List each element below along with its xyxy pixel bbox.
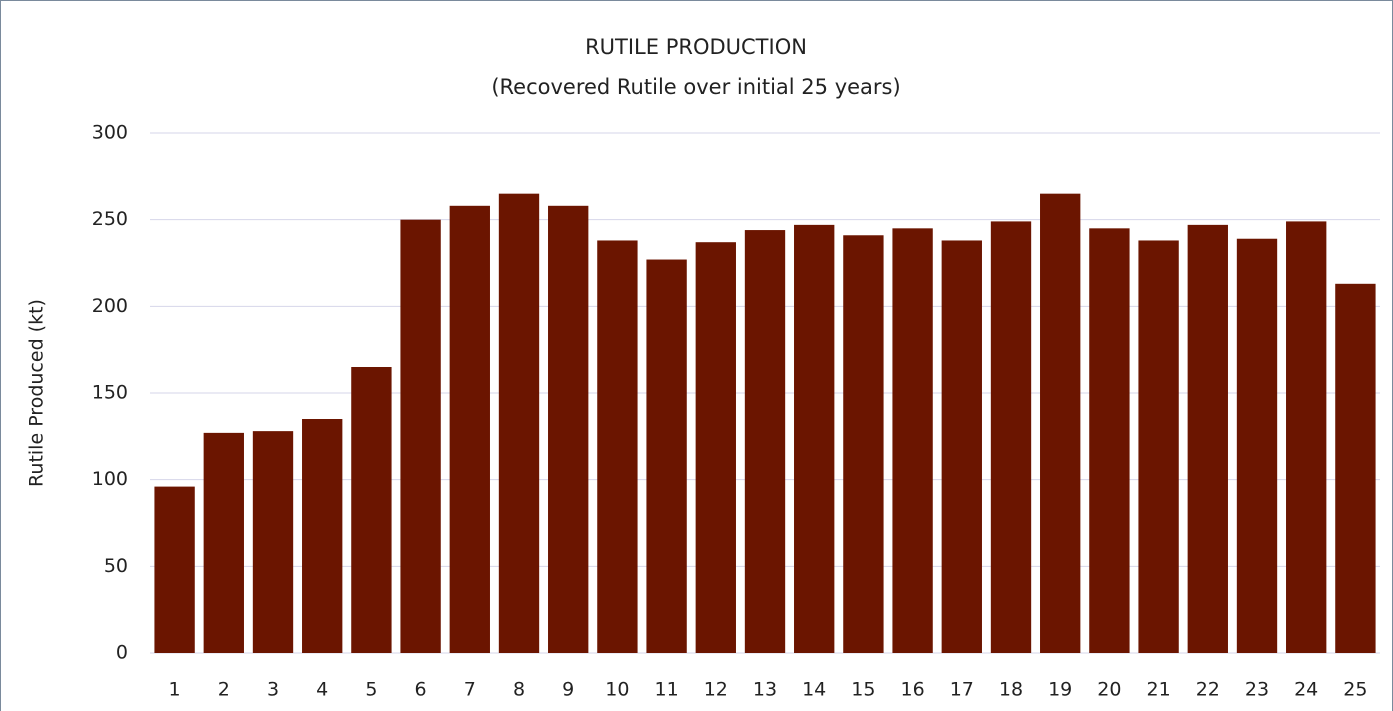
bar	[203, 432, 244, 653]
x-tick-label: 19	[1048, 679, 1072, 701]
bar	[351, 367, 392, 653]
bar	[548, 205, 589, 654]
y-axis-label: Rutile Produced (kt)	[26, 299, 48, 487]
y-tick-label: 150	[92, 382, 128, 404]
x-tick-label: 4	[316, 679, 328, 701]
bar	[1187, 224, 1228, 653]
bar	[843, 235, 884, 653]
x-tick-label: 21	[1147, 679, 1171, 701]
x-tick-label: 12	[704, 679, 728, 701]
bar	[1089, 228, 1130, 654]
x-tick-label: 9	[562, 679, 574, 701]
bar	[1138, 240, 1179, 653]
bar	[990, 221, 1032, 653]
bar	[302, 419, 343, 653]
bar	[498, 193, 540, 653]
y-tick-label: 250	[92, 208, 128, 230]
x-tick-label: 25	[1343, 679, 1367, 701]
bar	[1286, 221, 1327, 653]
bar	[154, 486, 195, 653]
x-tick-label: 23	[1245, 679, 1269, 701]
bar	[744, 230, 786, 654]
x-tick-label: 7	[464, 679, 476, 701]
bar	[1236, 238, 1278, 653]
bar	[1335, 283, 1376, 653]
bar	[1040, 193, 1081, 653]
bar	[597, 240, 638, 653]
x-tick-label: 15	[851, 679, 875, 701]
x-tick-label: 13	[753, 679, 777, 701]
x-tick-label: 1	[169, 679, 181, 701]
y-tick-label: 200	[92, 295, 128, 317]
x-tick-label: 20	[1097, 679, 1121, 701]
x-tick-label: 18	[999, 679, 1023, 701]
y-tick-label: 300	[92, 122, 128, 144]
bar	[941, 240, 982, 653]
x-tick-label: 22	[1196, 679, 1220, 701]
bar	[794, 224, 835, 653]
x-tick-label: 11	[655, 679, 679, 701]
y-tick-label: 0	[116, 642, 128, 664]
y-tick-label: 50	[104, 555, 128, 577]
x-tick-label: 10	[605, 679, 629, 701]
x-tick-label: 24	[1294, 679, 1318, 701]
bar	[695, 242, 736, 653]
chart-title: RUTILE PRODUCTION	[585, 35, 807, 59]
bar	[646, 259, 687, 653]
x-tick-label: 17	[950, 679, 974, 701]
x-tick-label: 6	[415, 679, 427, 701]
chart-subtitle: (Recovered Rutile over initial 25 years)	[491, 75, 900, 99]
x-tick-label: 2	[218, 679, 230, 701]
y-tick-label: 100	[92, 468, 128, 490]
x-tick-label: 8	[513, 679, 525, 701]
x-tick-label: 16	[901, 679, 925, 701]
x-tick-label: 14	[802, 679, 826, 701]
x-tick-label: 3	[267, 679, 279, 701]
bar	[400, 219, 441, 653]
x-tick-label: 5	[365, 679, 377, 701]
bar	[252, 431, 294, 653]
bar	[892, 228, 933, 654]
bar	[449, 205, 490, 654]
